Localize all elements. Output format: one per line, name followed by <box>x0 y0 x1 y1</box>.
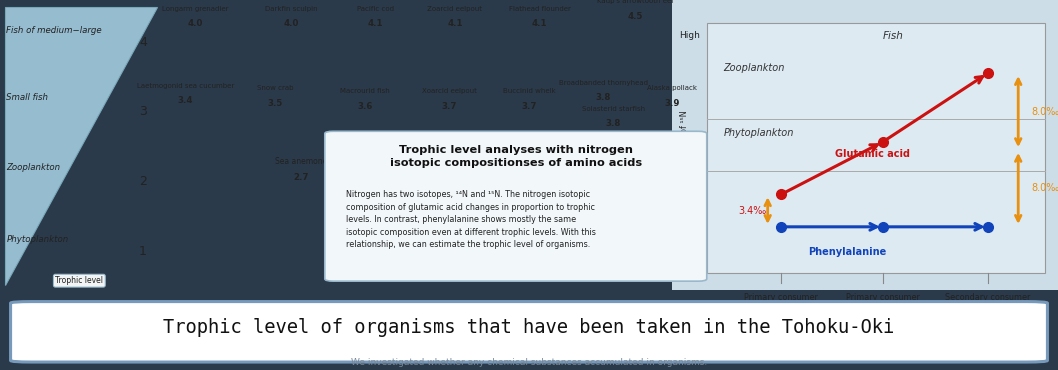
Text: 2: 2 <box>139 175 147 188</box>
Text: Zooplankton: Zooplankton <box>724 63 785 73</box>
Text: 3: 3 <box>985 328 990 338</box>
Text: Fish: Fish <box>882 31 904 41</box>
Text: Trophic level of organisms that have been taken in the Tohoku-Oki: Trophic level of organisms that have bee… <box>163 318 895 337</box>
Text: 3.7: 3.7 <box>522 102 536 111</box>
Text: Macrourid fish: Macrourid fish <box>340 88 390 94</box>
Text: Percentage of ¹⁵N: Percentage of ¹⁵N <box>680 110 689 181</box>
Text: 4.0: 4.0 <box>188 19 203 28</box>
Text: Small fish: Small fish <box>6 93 49 102</box>
Text: Pacific cod: Pacific cod <box>358 6 394 11</box>
FancyBboxPatch shape <box>672 0 1058 290</box>
Text: 4: 4 <box>139 36 147 48</box>
Text: 3.4: 3.4 <box>178 96 193 105</box>
Text: Xoarcid eelpout: Xoarcid eelpout <box>422 88 477 94</box>
Text: Phytoplankton: Phytoplankton <box>724 128 795 138</box>
Text: 4.1: 4.1 <box>368 19 383 28</box>
Text: 2.7: 2.7 <box>294 173 309 182</box>
Text: Low: Low <box>682 256 700 266</box>
Text: Glutamic acid: Glutamic acid <box>836 149 910 159</box>
Text: 3.5: 3.5 <box>268 99 282 108</box>
Text: Darkfin sculpin: Darkfin sculpin <box>264 6 317 11</box>
Text: Laetmogonid sea cucumber: Laetmogonid sea cucumber <box>136 83 234 88</box>
Text: Trophic level analyses with nitrogen
isotopic compositionses of amino acids: Trophic level analyses with nitrogen iso… <box>389 145 642 168</box>
Text: Phytoplankton: Phytoplankton <box>6 235 69 244</box>
Text: 3.4‰: 3.4‰ <box>738 206 767 216</box>
Text: 4.0: 4.0 <box>284 19 298 28</box>
Text: 4.1: 4.1 <box>448 19 462 28</box>
Text: We investigated whether any chemical substances accumulated in organisms.: We investigated whether any chemical sub… <box>351 357 707 367</box>
Text: Flathead flounder: Flathead flounder <box>509 6 570 11</box>
Text: 4.1: 4.1 <box>532 19 547 28</box>
Text: 3: 3 <box>139 105 147 118</box>
Text: Sea anemone: Sea anemone <box>275 157 328 165</box>
Text: 1: 1 <box>139 245 147 258</box>
Text: 2: 2 <box>879 328 886 338</box>
Text: Kaup's arrowtooth eel: Kaup's arrowtooth eel <box>597 0 673 4</box>
Text: Zoarcid eelpout: Zoarcid eelpout <box>427 6 482 11</box>
Text: Primary consumer: Primary consumer <box>845 293 919 302</box>
Text: Secondary consumer: Secondary consumer <box>945 293 1030 302</box>
Text: Trophic level: Trophic level <box>588 328 641 337</box>
Text: Nitrogen has two isotopes, ¹⁴N and ¹⁵N. The nitrogen isotopic
composition of glu: Nitrogen has two isotopes, ¹⁴N and ¹⁵N. … <box>346 190 596 249</box>
Text: 3.7: 3.7 <box>442 102 457 111</box>
Text: Buccinid whelk: Buccinid whelk <box>503 88 555 94</box>
Text: High: High <box>679 31 700 40</box>
Text: Primary consumer: Primary consumer <box>744 293 818 302</box>
Text: 3.8: 3.8 <box>596 93 610 102</box>
Text: 8.0‰: 8.0‰ <box>1032 107 1058 117</box>
Text: 3.8: 3.8 <box>606 119 621 128</box>
Text: Snow crab: Snow crab <box>257 85 293 91</box>
Text: 3.6: 3.6 <box>358 102 372 111</box>
Text: 1: 1 <box>779 328 784 338</box>
FancyBboxPatch shape <box>325 131 707 281</box>
Text: Longarm grenadier: Longarm grenadier <box>163 6 229 11</box>
Text: Broadbanded thornyhead: Broadbanded thornyhead <box>559 80 647 86</box>
Text: 8.0‰: 8.0‰ <box>1032 184 1058 194</box>
Text: Solasterid starfish: Solasterid starfish <box>582 106 645 112</box>
Polygon shape <box>5 7 157 285</box>
Text: Phenylalanine: Phenylalanine <box>808 247 887 257</box>
Text: Trophic level: Trophic level <box>55 276 104 285</box>
Text: 4.5: 4.5 <box>627 11 642 21</box>
Text: Fish of medium−large: Fish of medium−large <box>6 26 102 35</box>
FancyBboxPatch shape <box>11 302 1047 362</box>
Text: Alaska pollack: Alaska pollack <box>646 85 697 91</box>
Text: 3.9: 3.9 <box>664 99 679 108</box>
FancyBboxPatch shape <box>707 23 1045 273</box>
Text: Zooplankton: Zooplankton <box>6 162 60 172</box>
